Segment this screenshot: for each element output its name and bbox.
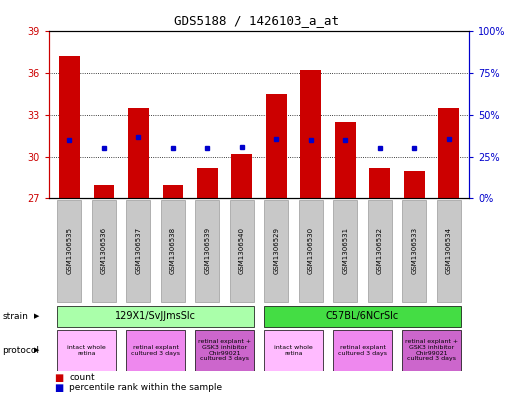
Bar	[126, 200, 150, 301]
Text: ▶: ▶	[34, 313, 40, 320]
Bar	[369, 168, 390, 198]
Bar	[230, 200, 254, 301]
Text: ■: ■	[54, 373, 63, 383]
Bar	[195, 330, 254, 371]
Text: GDS5188 / 1426103_a_at: GDS5188 / 1426103_a_at	[174, 14, 339, 27]
Bar	[59, 57, 80, 198]
Text: intact whole
retina: intact whole retina	[67, 345, 106, 356]
Bar	[57, 306, 254, 327]
Bar	[163, 185, 183, 198]
Text: ■: ■	[54, 383, 63, 393]
Bar	[161, 200, 185, 301]
Text: retinal explant
cultured 3 days: retinal explant cultured 3 days	[131, 345, 180, 356]
Text: GSM1306534: GSM1306534	[446, 227, 452, 274]
Text: ▶: ▶	[34, 347, 40, 353]
Text: protocol: protocol	[3, 346, 40, 354]
Bar	[402, 330, 461, 371]
Text: GSM1306538: GSM1306538	[170, 227, 176, 274]
Bar	[128, 108, 149, 198]
Bar	[333, 330, 392, 371]
Bar	[57, 330, 116, 371]
Bar	[437, 200, 461, 301]
Bar	[126, 330, 185, 371]
Bar	[195, 200, 220, 301]
Text: GSM1306532: GSM1306532	[377, 227, 383, 274]
Text: GSM1306529: GSM1306529	[273, 227, 279, 274]
Bar	[93, 185, 114, 198]
Text: GSM1306535: GSM1306535	[66, 227, 72, 274]
Text: GSM1306531: GSM1306531	[342, 227, 348, 274]
Text: retinal explant +
GSK3 inhibitor
Chir99021
cultured 3 days: retinal explant + GSK3 inhibitor Chir990…	[405, 339, 458, 361]
Text: GSM1306539: GSM1306539	[204, 227, 210, 274]
Text: C57BL/6NCrSlc: C57BL/6NCrSlc	[326, 311, 399, 321]
Bar	[301, 70, 321, 198]
Text: GSM1306533: GSM1306533	[411, 227, 417, 274]
Text: GSM1306540: GSM1306540	[239, 227, 245, 274]
Text: GSM1306536: GSM1306536	[101, 227, 107, 274]
Bar	[57, 200, 82, 301]
Text: retinal explant +
GSK3 inhibitor
Chir99021
cultured 3 days: retinal explant + GSK3 inhibitor Chir990…	[198, 339, 251, 361]
Bar	[333, 200, 358, 301]
Bar	[264, 330, 323, 371]
Text: GSM1306530: GSM1306530	[308, 227, 314, 274]
Text: GSM1306537: GSM1306537	[135, 227, 142, 274]
Text: retinal explant
cultured 3 days: retinal explant cultured 3 days	[338, 345, 387, 356]
Bar	[439, 108, 459, 198]
Bar	[368, 200, 392, 301]
Bar	[197, 168, 218, 198]
Text: percentile rank within the sample: percentile rank within the sample	[69, 384, 222, 392]
Text: intact whole
retina: intact whole retina	[274, 345, 313, 356]
Bar	[264, 306, 461, 327]
Bar	[266, 94, 287, 198]
Bar	[299, 200, 323, 301]
Text: count: count	[69, 373, 95, 382]
Bar	[402, 200, 426, 301]
Text: 129X1/SvJJmsSlc: 129X1/SvJJmsSlc	[115, 311, 196, 321]
Bar	[264, 200, 288, 301]
Bar	[231, 154, 252, 198]
Bar	[335, 122, 356, 198]
Bar	[92, 200, 116, 301]
Text: strain: strain	[3, 312, 28, 321]
Bar	[404, 171, 425, 198]
